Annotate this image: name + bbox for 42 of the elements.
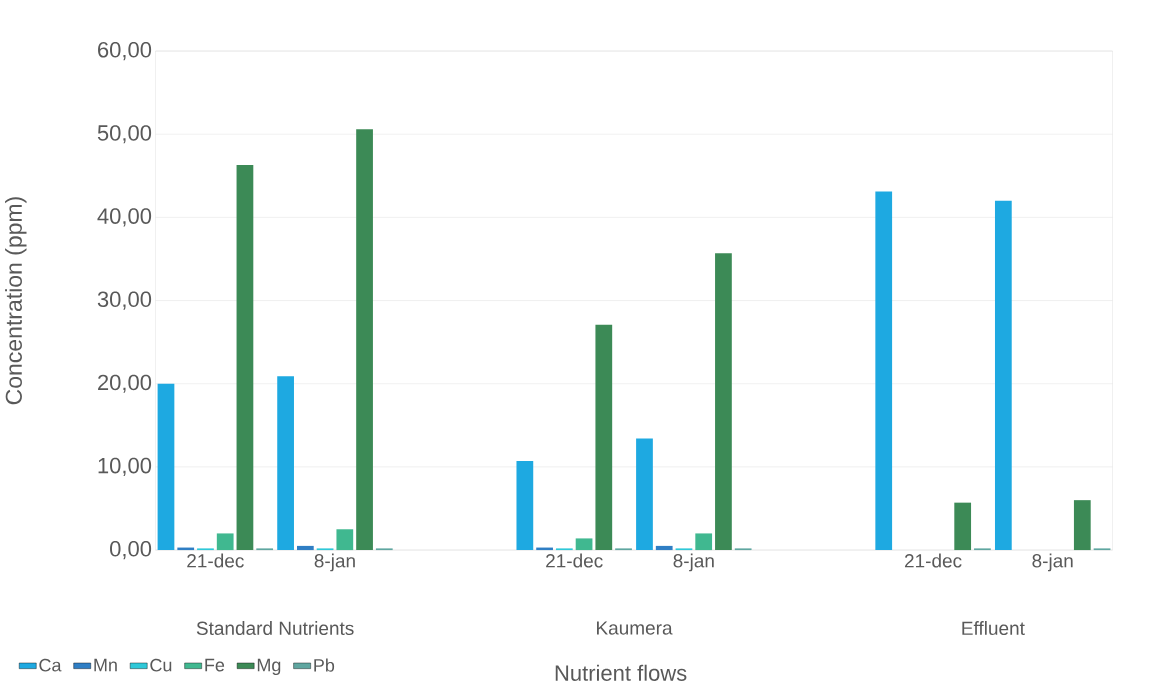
bar <box>336 529 354 550</box>
bar <box>595 324 613 550</box>
y-tick-label: 0,00 <box>110 540 152 560</box>
bar <box>695 533 713 550</box>
legend-label: Mn <box>94 658 117 672</box>
x-tick-label: 8-jan <box>314 553 355 572</box>
bar <box>296 545 314 550</box>
y-axis-title: Concentration (ppm) <box>5 197 27 405</box>
bar <box>875 191 893 550</box>
legend-label: Fe <box>205 658 225 672</box>
bar <box>216 533 234 550</box>
bar <box>157 383 175 550</box>
x-tick-label: 21-dec <box>546 553 603 568</box>
bar <box>636 438 653 550</box>
bar <box>277 376 294 550</box>
legend-label: Pb <box>314 658 335 672</box>
bar <box>356 129 373 550</box>
y-tick-label: 40,00 <box>97 208 152 227</box>
x-tick-label: 21-dec <box>904 553 962 568</box>
y-tick-label: 10,00 <box>98 457 152 476</box>
text: Kaumera <box>597 621 673 635</box>
legend-label: Mg <box>257 658 281 675</box>
bar <box>236 164 254 550</box>
bar <box>575 538 593 550</box>
bar <box>954 502 972 550</box>
x-tick-label: 8-jan <box>1032 553 1073 572</box>
y-tick-label: 30,00 <box>97 291 152 310</box>
text: Standard Nutrients <box>196 620 354 635</box>
x-axis-title: Nutrient flows <box>555 664 687 681</box>
bar <box>715 253 732 550</box>
y-tick-label: 50,00 <box>97 125 152 144</box>
bar <box>1073 500 1091 550</box>
y-tick-label: 20,00 <box>98 374 152 393</box>
x-tick-label: 21-dec <box>187 553 244 568</box>
legend-label: Cu <box>150 658 172 672</box>
legend-label: Ca <box>39 658 62 672</box>
y-tick-label: 60,00 <box>98 41 152 61</box>
bar <box>994 200 1012 550</box>
x-tick-label: 8-jan <box>673 553 714 572</box>
bar <box>655 545 673 550</box>
bar <box>516 460 534 550</box>
text: Effluent <box>962 620 1025 635</box>
